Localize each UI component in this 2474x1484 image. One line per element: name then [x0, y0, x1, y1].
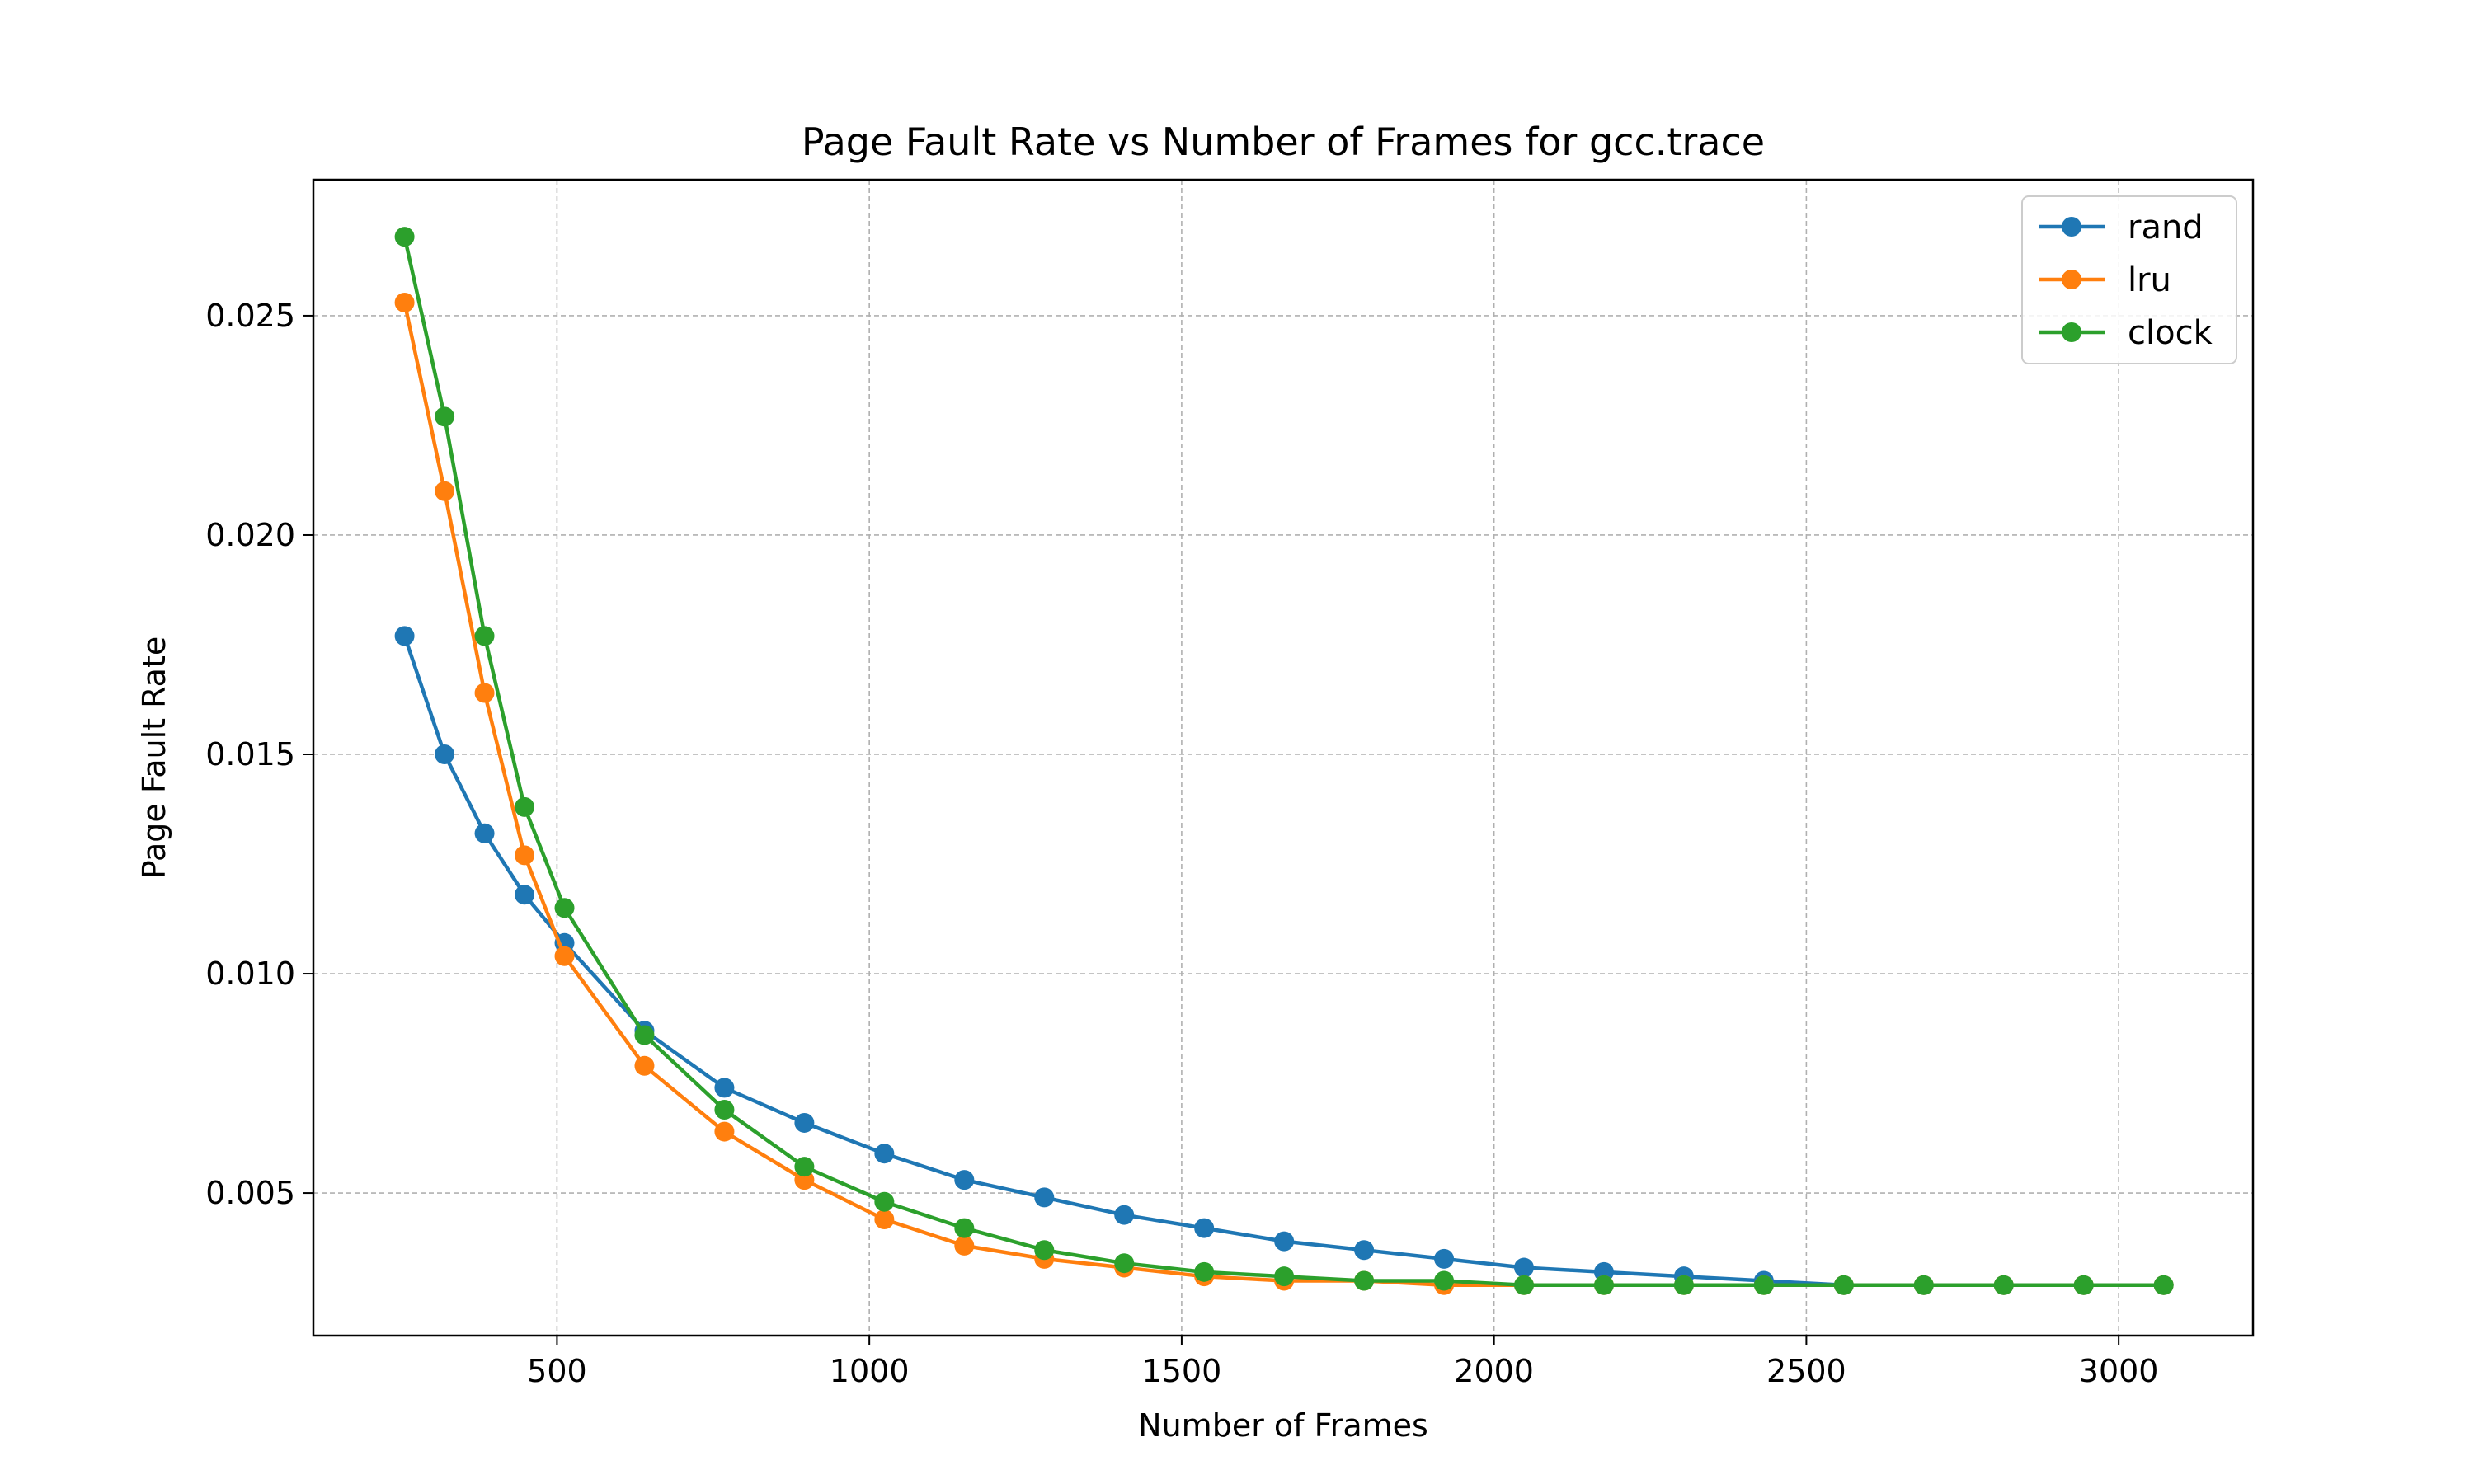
data-point-lru: [435, 481, 455, 501]
data-point-clock: [794, 1157, 815, 1177]
data-point-clock: [435, 406, 455, 427]
legend-swatch-marker: [2062, 270, 2081, 289]
y-tick-label: 0.005: [205, 1175, 295, 1211]
y-tick-label: 0.015: [205, 736, 295, 773]
legend-box: [2021, 195, 2237, 364]
y-axis-label: Page Fault Rate: [136, 636, 172, 879]
data-point-rand: [515, 885, 535, 905]
x-tick-label: 1000: [830, 1353, 910, 1389]
data-point-clock: [515, 796, 535, 817]
data-point-rand: [1434, 1248, 1455, 1269]
axis-ticks: 500 1000 1500 2000 2500 3000 0.005 0.010 0.015 0.…: [205, 298, 2158, 1389]
series-clock: [394, 227, 2174, 1295]
data-point-rand: [1274, 1231, 1295, 1252]
data-point-lru: [874, 1209, 895, 1230]
data-point-clock: [874, 1191, 895, 1212]
data-point-rand: [1114, 1205, 1135, 1225]
data-point-lru: [515, 845, 535, 866]
data-point-clock: [474, 626, 495, 646]
x-tick-label: 3000: [2079, 1353, 2159, 1389]
data-point-clock: [634, 1025, 655, 1045]
plot-area-frame: [312, 178, 2255, 1337]
data-point-lru: [474, 683, 495, 703]
legend-label: rand: [2128, 209, 2204, 247]
legend-item-clock: clock: [2039, 314, 2213, 352]
chart-title: Page Fault Rate vs Number of Frames for …: [802, 120, 1765, 164]
data-point-clock: [1753, 1275, 1774, 1295]
data-point-clock: [1114, 1253, 1135, 1274]
data-point-clock: [1034, 1240, 1055, 1261]
data-point-lru: [554, 946, 575, 966]
data-point-clock: [1993, 1275, 2014, 1295]
data-point-clock: [2153, 1275, 2174, 1295]
data-point-clock: [554, 898, 575, 918]
data-point-lru: [394, 292, 415, 312]
data-point-clock: [1434, 1270, 1455, 1291]
x-tick-label: 2000: [1454, 1353, 1534, 1389]
data-point-rand: [394, 626, 415, 646]
data-point-rand: [474, 823, 495, 843]
data-point-lru: [954, 1235, 975, 1256]
x-tick-label: 1500: [1142, 1353, 1222, 1389]
data-point-lru: [634, 1055, 655, 1076]
grid: [313, 180, 2253, 1336]
data-point-clock: [1593, 1275, 1614, 1295]
y-tick-label: 0.020: [205, 517, 295, 553]
data-point-rand: [1194, 1218, 1215, 1238]
legend-swatch-marker: [2062, 322, 2081, 342]
legend-item-rand: rand: [2039, 209, 2204, 247]
data-point-rand: [1514, 1257, 1535, 1278]
data-point-rand: [794, 1112, 815, 1133]
legend-swatch-marker: [2062, 217, 2081, 237]
data-point-clock: [394, 227, 415, 247]
legend-label: clock: [2128, 314, 2213, 352]
legend-item-lru: lru: [2039, 261, 2171, 299]
data-point-clock: [1194, 1261, 1215, 1282]
x-axis-label: Number of Frames: [1138, 1407, 1428, 1444]
data-point-clock: [1833, 1275, 1854, 1295]
data-point-clock: [1274, 1266, 1295, 1287]
y-tick-label: 0.010: [205, 956, 295, 992]
data-point-clock: [1354, 1270, 1375, 1291]
legend-label: lru: [2128, 261, 2171, 299]
legend: rand lru clock: [2021, 195, 2237, 364]
data-point-rand: [435, 744, 455, 765]
x-tick-label: 500: [527, 1353, 587, 1389]
data-point-clock: [954, 1218, 975, 1238]
data-point-rand: [874, 1144, 895, 1164]
series-layer: [394, 227, 2174, 1295]
data-point-lru: [714, 1121, 735, 1142]
data-point-clock: [714, 1099, 735, 1120]
data-point-rand: [954, 1170, 975, 1190]
data-point-clock: [2073, 1275, 2094, 1295]
data-point-rand: [1034, 1187, 1055, 1208]
data-point-clock: [1514, 1275, 1535, 1295]
y-tick-label: 0.025: [205, 298, 295, 334]
data-point-rand: [1354, 1240, 1375, 1261]
data-point-clock: [1913, 1275, 1934, 1295]
x-tick-label: 2500: [1766, 1353, 1846, 1389]
data-point-rand: [714, 1078, 735, 1098]
data-point-clock: [1673, 1275, 1694, 1295]
